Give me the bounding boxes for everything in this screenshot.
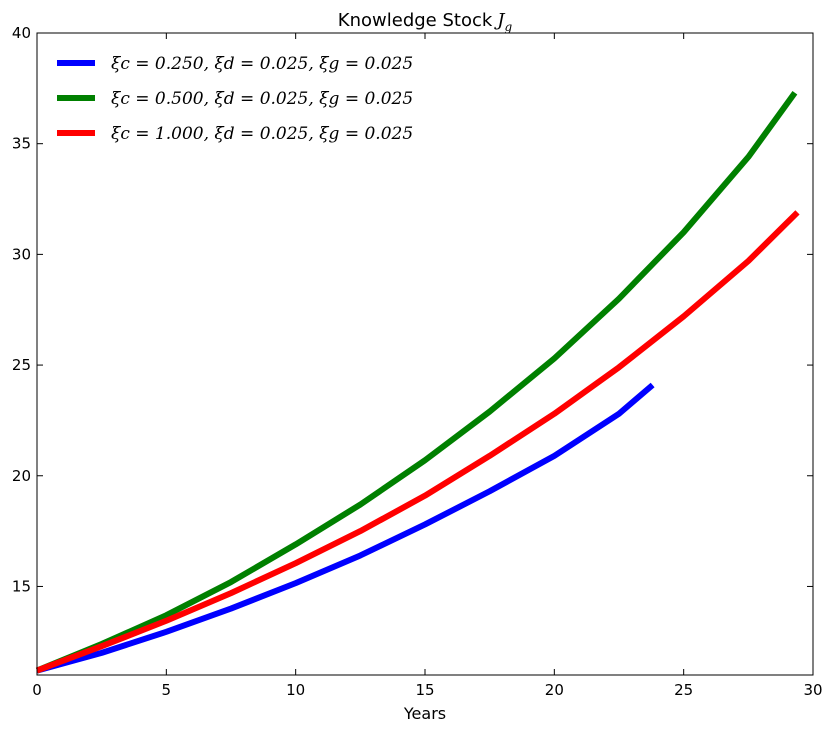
y-tick-label: 15 [12,577,31,595]
legend-label-1: ξc = 0.250, ξd = 0.025, ξg = 0.025 [111,54,413,74]
chart-title-math-sub: g [505,20,513,34]
y-tick-label: 20 [12,467,31,485]
series-line-1 [36,382,655,674]
y-tick-label: 30 [12,245,31,263]
chart-title: Knowledge Stock Jg [338,10,513,34]
y-tick-label: 40 [12,24,31,42]
legend-label-3: ξc = 1.000, ξd = 0.025, ξg = 0.025 [111,124,413,144]
legend-label-2: ξc = 0.500, ξd = 0.025, ξg = 0.025 [111,89,413,109]
series-layer [35,91,800,674]
x-tick-label: 20 [545,681,564,699]
y-tick-label: 35 [12,135,31,153]
chart-title-text: Knowledge Stock [338,10,493,31]
x-tick-label: 5 [162,681,172,699]
x-tick-label: 0 [32,681,42,699]
ticks-layer: 0 5 10 15 20 25 30 15 20 25 30 35 40 [12,24,823,699]
series-line-3 [35,210,800,674]
y-tick-label: 25 [12,356,31,374]
series-line-2 [35,91,798,674]
legend: ξc = 0.250, ξd = 0.025, ξg = 0.025 ξc = 0… [57,54,413,144]
x-tick-label: 30 [803,681,822,699]
x-tick-label: 15 [415,681,434,699]
chart-title-math: J [493,10,506,31]
x-tick-label: 25 [674,681,693,699]
x-tick-label: 10 [286,681,305,699]
x-axis-label: Years [403,704,446,723]
